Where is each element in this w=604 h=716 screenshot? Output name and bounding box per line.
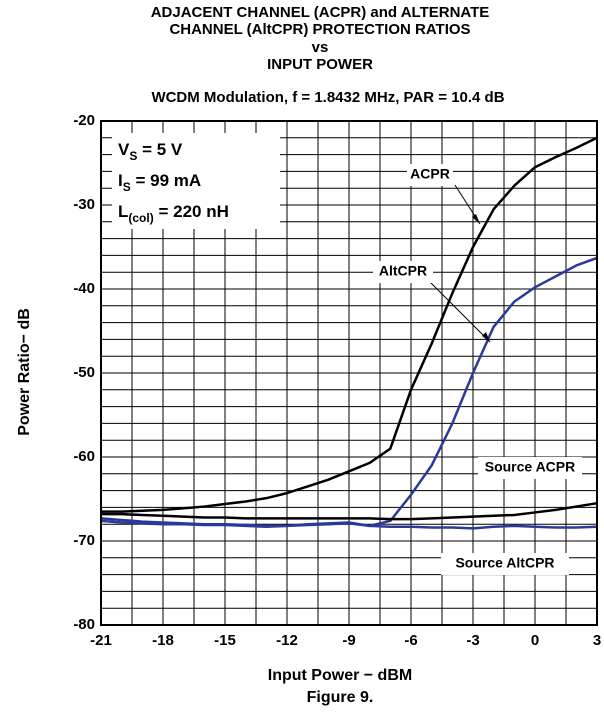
annotation: IS = 99 mA [118, 171, 201, 194]
annotation-rest: = 99 mA [131, 171, 201, 190]
series-line [100, 519, 598, 530]
series-label: ACPR [410, 166, 450, 182]
series-labels: ACPR AltCPR Source ACPR Source AltCPR [373, 164, 582, 575]
annotation-sub: S [129, 149, 137, 163]
x-tick-label: -21 [90, 632, 112, 649]
x-tick-label: 3 [593, 632, 601, 649]
y-axis-label: Power Ratio− dB [16, 308, 33, 436]
annotation: VS = 5 V [118, 140, 183, 163]
title-line: CHANNEL (AltCPR) PROTECTION RATIOS [169, 21, 470, 38]
plot-frame [100, 120, 598, 626]
x-tick-label: -6 [404, 632, 417, 649]
annotation-main: V [118, 140, 130, 159]
annotation: L(col) = 220 nH [118, 202, 229, 225]
series-line [101, 136, 598, 513]
annotation-rest: = 220 nH [154, 202, 229, 221]
lines [100, 136, 598, 530]
annotations: VS = 5 VIS = 99 mAL(col) = 220 nH [118, 140, 229, 225]
x-tick-label: -15 [214, 632, 236, 649]
x-tick-label: -18 [152, 632, 174, 649]
title-line: ADJACENT CHANNEL (ACPR) and ALTERNATE [151, 4, 490, 21]
y-tick-label: -30 [73, 196, 95, 213]
arrowhead [482, 332, 490, 342]
x-tick-label: -9 [342, 632, 355, 649]
title-line: vs [312, 39, 329, 56]
annotation-sub: S [123, 180, 131, 194]
series-label: Source ACPR [485, 459, 576, 475]
label-box [478, 457, 582, 479]
label-box [373, 261, 433, 283]
label-box [407, 164, 453, 186]
x-tick-label: -3 [466, 632, 479, 649]
annotation-main: L [118, 202, 128, 221]
annotation-rest: = 5 V [137, 140, 183, 159]
x-tick-label: -12 [276, 632, 298, 649]
y-tick-label: -60 [73, 448, 95, 465]
annotation-main: I [118, 171, 123, 190]
x-axis-label: Input Power − dBM [268, 667, 412, 684]
annotation-box [112, 133, 280, 229]
series-label: Source AltCPR [455, 555, 554, 571]
y-tick-label: -70 [73, 532, 95, 549]
series-label: AltCPR [379, 263, 427, 279]
label-box [441, 553, 569, 575]
y-tick-label: -80 [73, 616, 95, 633]
y-tick-label: -50 [73, 364, 95, 381]
y-tick-label: -40 [73, 280, 95, 297]
caption: Figure 9. [307, 689, 374, 706]
series-line [101, 501, 598, 521]
annotation-sub: (col) [128, 211, 153, 225]
y-tick-label: -20 [73, 112, 95, 129]
arrow [429, 281, 491, 343]
x-tick-label: 0 [531, 632, 539, 649]
subtitle: WCDM Modulation, f = 1.8432 MHz, PAR = 1… [151, 89, 504, 106]
title-line: INPUT POWER [267, 56, 373, 73]
arrowhead [472, 214, 480, 224]
